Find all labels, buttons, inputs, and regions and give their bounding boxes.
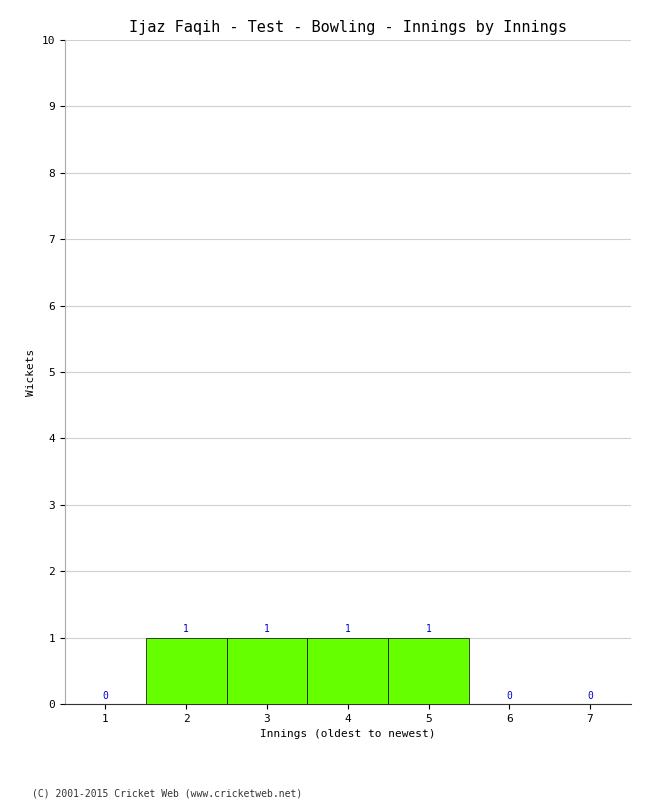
Bar: [227, 638, 307, 704]
Text: 1: 1: [344, 624, 351, 634]
X-axis label: Innings (oldest to newest): Innings (oldest to newest): [260, 730, 436, 739]
Text: 0: 0: [506, 690, 512, 701]
Text: 0: 0: [103, 690, 109, 701]
Text: (C) 2001-2015 Cricket Web (www.cricketweb.net): (C) 2001-2015 Cricket Web (www.cricketwe…: [32, 788, 303, 798]
Bar: [388, 638, 469, 704]
Text: 0: 0: [587, 690, 593, 701]
Text: 1: 1: [264, 624, 270, 634]
Bar: [146, 638, 227, 704]
Title: Ijaz Faqih - Test - Bowling - Innings by Innings: Ijaz Faqih - Test - Bowling - Innings by…: [129, 20, 567, 34]
Text: 1: 1: [183, 624, 189, 634]
Y-axis label: Wickets: Wickets: [26, 348, 36, 396]
Bar: [307, 638, 388, 704]
Text: 1: 1: [426, 624, 432, 634]
